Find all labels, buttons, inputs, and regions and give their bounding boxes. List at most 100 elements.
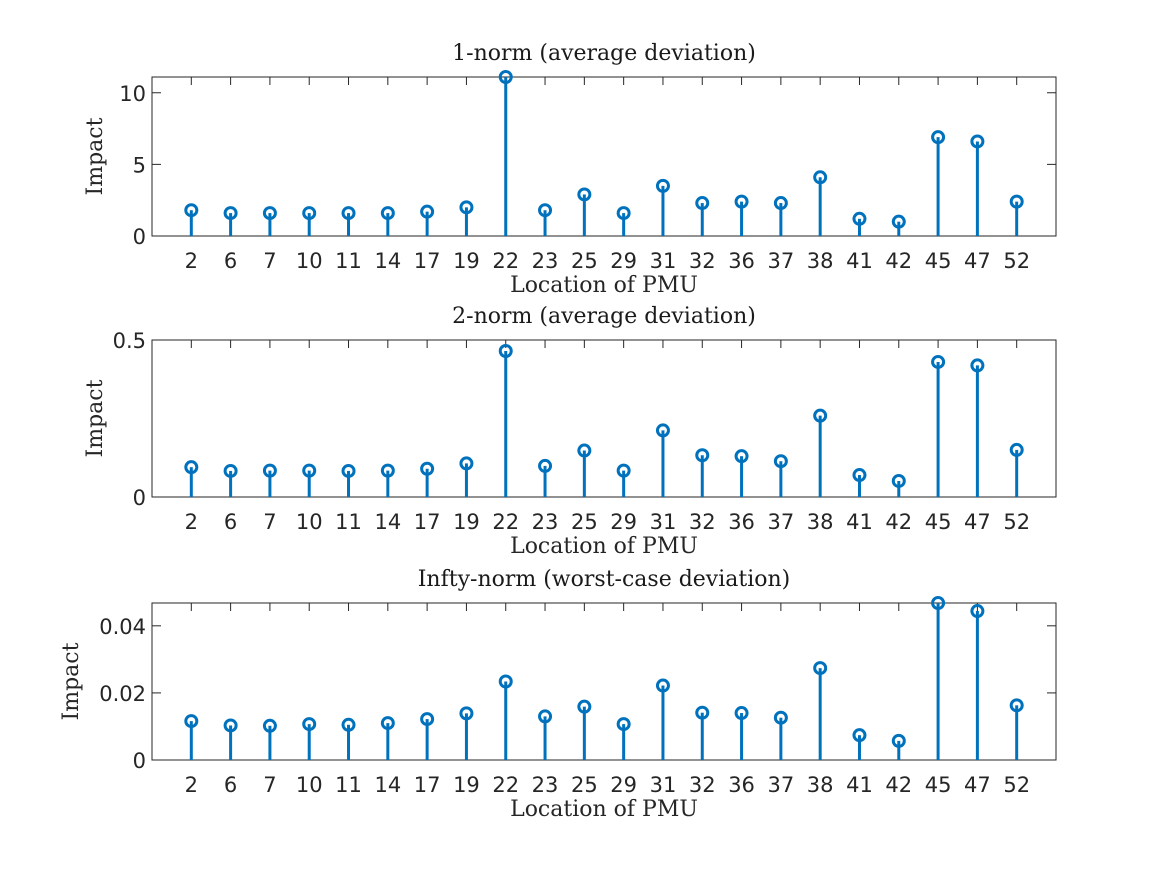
x-tick-label: 36 [728,510,755,534]
stem-marker [498,674,513,689]
x-tick-label: 38 [807,510,834,534]
stem-marker [341,717,356,732]
chart-title: 2-norm (average deviation) [452,304,756,329]
x-tick-label: 19 [453,510,480,534]
x-tick-label: 19 [453,249,480,273]
x-tick-label: 38 [807,773,834,797]
stem-marker [616,206,631,221]
x-tick-label: 6 [224,773,237,797]
x-tick-label: 23 [532,510,559,534]
x-tick-label: 10 [296,249,323,273]
y-tick-label: 0.02 [99,682,146,706]
y-axis-label: Impact [59,642,84,720]
chart-title: 1-norm (average deviation) [452,41,756,66]
x-tick-label: 41 [846,510,873,534]
y-tick-label: 0.5 [113,329,146,353]
stem-marker [852,468,867,483]
x-axis-label: Location of PMU [510,534,698,559]
stem-marker [498,343,513,358]
stem-marker [931,130,946,145]
stem-marker [970,604,985,619]
x-tick-label: 14 [374,510,401,534]
stem-marker [734,706,749,721]
stem-marker [655,678,670,693]
plot-frame [151,76,1057,237]
x-tick-label: 32 [689,510,716,534]
x-tick-label: 37 [768,249,795,273]
stem-marker [852,728,867,743]
stem-marker [577,699,592,714]
x-tick-label: 2 [185,249,198,273]
x-tick-label: 29 [610,249,637,273]
stem-marker [970,134,985,149]
x-tick-label: 29 [610,510,637,534]
chart-panel-3: Infty-norm (worst-case deviation) 2 6 7 10 11… [59,567,1057,822]
x-tick-label: 32 [689,249,716,273]
x-tick-label: 47 [964,249,991,273]
stem-marker [184,203,199,218]
stem-marker [341,206,356,221]
plot-frame [151,339,1057,498]
x-tick-label: 32 [689,773,716,797]
stem-marker [341,463,356,478]
stem-marker [813,661,828,676]
stem-marker [813,408,828,423]
stem-marker [262,718,277,733]
x-tick-label: 14 [374,773,401,797]
x-tick-label: 42 [885,773,912,797]
stem-marker [577,443,592,458]
x-tick-label: 22 [492,773,519,797]
stem-marker [223,206,238,221]
x-tick-label: 7 [263,249,276,273]
stem-marker [380,206,395,221]
x-tick-label: 2 [185,773,198,797]
x-tick-label: 10 [296,510,323,534]
x-tick-label: 25 [571,773,598,797]
y-tick-label: 0.04 [99,615,146,639]
stem-marker [459,200,474,215]
x-tick-label: 52 [1003,249,1030,273]
stem-marker [420,712,435,727]
stem-marker [773,196,788,211]
x-tick-label: 29 [610,773,637,797]
x-tick-label: 47 [964,773,991,797]
stem-marker [538,709,553,724]
stem-marker [655,178,670,193]
x-tick-label: 52 [1003,510,1030,534]
stem-marker [223,718,238,733]
stem-marker [420,204,435,219]
stem-marker [931,354,946,369]
y-tick-label: 0 [133,225,146,249]
chart-title: Infty-norm (worst-case deviation) [418,567,791,592]
stem-marker [302,206,317,221]
stem-marker [970,358,985,373]
x-tick-label: 14 [374,249,401,273]
stem-marker [577,187,592,202]
x-tick-label: 45 [925,249,952,273]
stem-marker [891,214,906,229]
x-tick-label: 37 [768,510,795,534]
x-tick-label: 45 [925,773,952,797]
stem-marker [655,423,670,438]
x-tick-label: 47 [964,510,991,534]
stem-marker [302,717,317,732]
x-tick-label: 2 [185,510,198,534]
stem-marker [1009,442,1024,457]
y-tick-label: 10 [119,82,146,106]
x-tick-label: 6 [224,510,237,534]
stem-marker [931,596,946,610]
x-tick-label: 22 [492,510,519,534]
stem-marker [616,717,631,732]
stem-marker [498,70,513,84]
y-tick-label: 5 [133,153,146,177]
stem-marker [852,211,867,226]
stem-marker [538,203,553,218]
x-tick-label: 17 [414,773,441,797]
stem-marker [734,449,749,464]
stem-marker [1009,194,1024,209]
x-tick-label: 42 [885,510,912,534]
stem-marker [380,463,395,478]
stem-marker [695,448,710,463]
y-axis-label: Impact [83,379,108,457]
x-tick-label: 22 [492,249,519,273]
